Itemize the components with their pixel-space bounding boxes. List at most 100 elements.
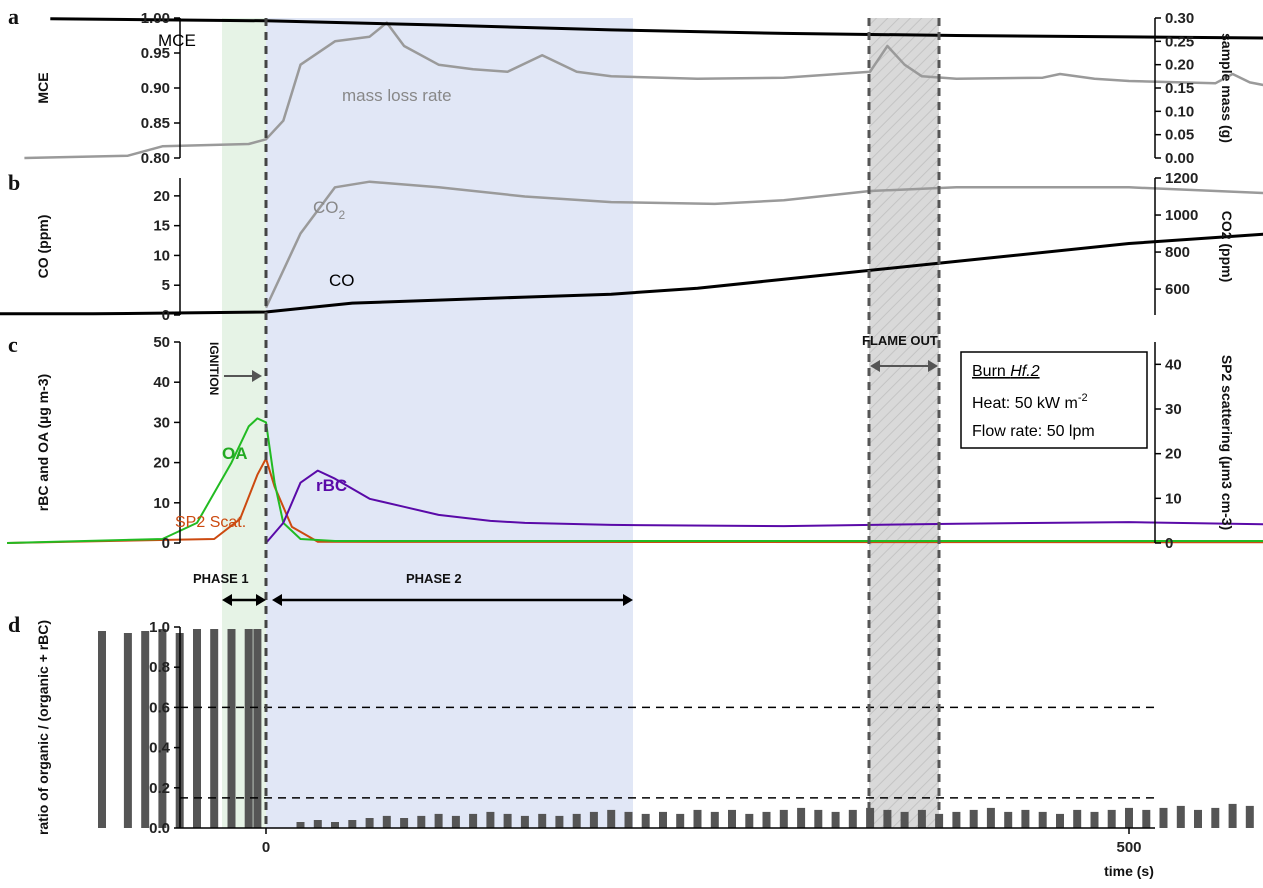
ratio-bar	[503, 813, 512, 828]
y2tick-label-c-0: 0	[1165, 535, 1173, 552]
ratio-bar	[210, 629, 219, 828]
ytick-label-a-0: 0.80	[141, 150, 170, 167]
burn-flow: Flow rate: 50 lpm	[972, 423, 1095, 440]
ytick-label-a-3: 0.95	[141, 45, 170, 62]
ytick-label-b-4: 20	[153, 188, 170, 205]
ratio-bar	[1211, 807, 1220, 828]
panel-letter-d: d	[8, 612, 20, 637]
ratio-bar	[745, 813, 754, 828]
co-label: CO	[329, 271, 355, 290]
ytick-label-b-0: 0	[162, 307, 170, 324]
ratio-bar	[1056, 813, 1064, 828]
ratio-bar	[486, 811, 495, 828]
ratio-bar	[831, 811, 840, 828]
ignition-label: IGNITION	[207, 342, 221, 395]
ratio-bar	[952, 811, 961, 828]
ytick-label-d-4: 0.8	[149, 659, 170, 676]
y2label-c: SP2 scattering (µm3 cm-3)	[1219, 355, 1235, 530]
xlabel: time (s)	[1104, 863, 1154, 879]
ylabel-c: rBC and OA (µg m-3)	[35, 374, 51, 511]
flameout-arrowhead-right	[928, 360, 938, 372]
phase1-arrowhead-left	[222, 594, 232, 606]
flameout-arrowhead-left	[870, 360, 880, 372]
ratio-bar	[814, 809, 823, 828]
ratio-bar	[917, 809, 926, 828]
series-lines	[0, 17, 1263, 544]
ratio-bar	[227, 629, 236, 828]
ratio-bar	[434, 813, 443, 828]
ytick-label-c-5: 50	[153, 334, 170, 351]
ratio-bar	[123, 633, 132, 828]
ratio-bar	[520, 815, 529, 828]
mass-loss-label: mass loss rate	[342, 86, 452, 105]
ratio-bar	[1245, 805, 1254, 828]
ratio-bar	[1073, 809, 1082, 828]
ratio-bar	[1176, 805, 1185, 828]
y2tick-label-b-0: 600	[1165, 281, 1190, 298]
y2tick-label-b-2: 1000	[1165, 207, 1198, 224]
ratio-bar	[400, 818, 409, 828]
ratio-bar	[98, 631, 106, 828]
ratio-bar	[348, 820, 357, 828]
rbc-label: rBC	[316, 476, 347, 495]
ratio-bar	[710, 811, 719, 828]
phase2-arrowhead-left	[272, 594, 282, 606]
mce-line	[50, 17, 1263, 40]
ratio-bar	[382, 815, 391, 828]
ratio-bar	[417, 815, 426, 828]
ratio-bar	[728, 809, 736, 828]
ratio-bar	[1004, 811, 1013, 828]
ratio-bar	[693, 809, 702, 828]
ratio-bar	[969, 809, 978, 828]
co2-line	[264, 180, 1263, 309]
ratio-bar	[296, 822, 305, 828]
y2label-b: CO2 (ppm)	[1219, 211, 1235, 283]
ratio-bar	[469, 813, 478, 828]
ratio-bar	[607, 809, 616, 828]
co-line	[0, 232, 1263, 316]
ylabel-d: ratio of organic / (organic + rBC)	[35, 620, 51, 835]
ytick-label-d-3: 0.6	[149, 699, 170, 716]
oa-line	[7, 417, 1263, 544]
y2tick-label-b-3: 1200	[1165, 170, 1198, 187]
ytick-label-c-4: 40	[153, 374, 170, 391]
ytick-label-b-2: 10	[153, 247, 170, 264]
y2tick-label-b-1: 800	[1165, 244, 1190, 261]
ratio-bar	[1107, 809, 1116, 828]
ratio-bar	[762, 811, 771, 828]
y2tick-label-c-1: 10	[1165, 490, 1182, 507]
y2tick-label-a-4: 0.20	[1165, 57, 1194, 74]
ratio-bar	[555, 815, 564, 828]
ratio-bar	[589, 811, 598, 828]
sp2-label: SP2 Scat.	[175, 514, 246, 531]
ytick-label-b-3: 15	[153, 218, 170, 235]
ratio-bar	[624, 811, 633, 828]
ratio-bar	[1159, 807, 1168, 828]
ratio-bar	[900, 811, 909, 828]
y2tick-label-a-0: 0.00	[1165, 150, 1194, 167]
ratio-bar	[331, 822, 339, 828]
ratio-bar	[193, 629, 201, 828]
ratio-bar	[158, 629, 167, 828]
ratio-bar	[1038, 811, 1047, 828]
ignition-arrowhead	[252, 370, 262, 382]
ratio-bar	[1021, 809, 1030, 828]
ratio-bar	[1194, 809, 1202, 828]
burn-info-box: Burn Hf.2 Heat: 50 kW m-2 Flow rate: 50 …	[960, 351, 1148, 449]
ratio-bar	[848, 809, 857, 828]
ytick-label-c-0: 0	[162, 535, 170, 552]
phase1-arrowhead-right	[256, 594, 266, 606]
burn-heat: Heat: 50 kW m-2	[972, 392, 1088, 412]
ratio-bar	[1125, 807, 1133, 828]
mass-loss-rate-line	[24, 21, 1263, 160]
ratio-bar	[572, 813, 581, 828]
ytick-label-c-3: 30	[153, 414, 170, 431]
ratio-bar	[883, 809, 892, 828]
xtick-label-0: 0	[262, 839, 270, 856]
ytick-label-c-1: 10	[153, 495, 170, 512]
y2tick-label-a-6: 0.30	[1165, 10, 1194, 27]
y2tick-label-c-2: 20	[1165, 446, 1182, 463]
ratio-bar	[1228, 803, 1237, 828]
mce-label: MCE	[158, 31, 196, 50]
ytick-label-a-2: 0.90	[141, 80, 170, 97]
